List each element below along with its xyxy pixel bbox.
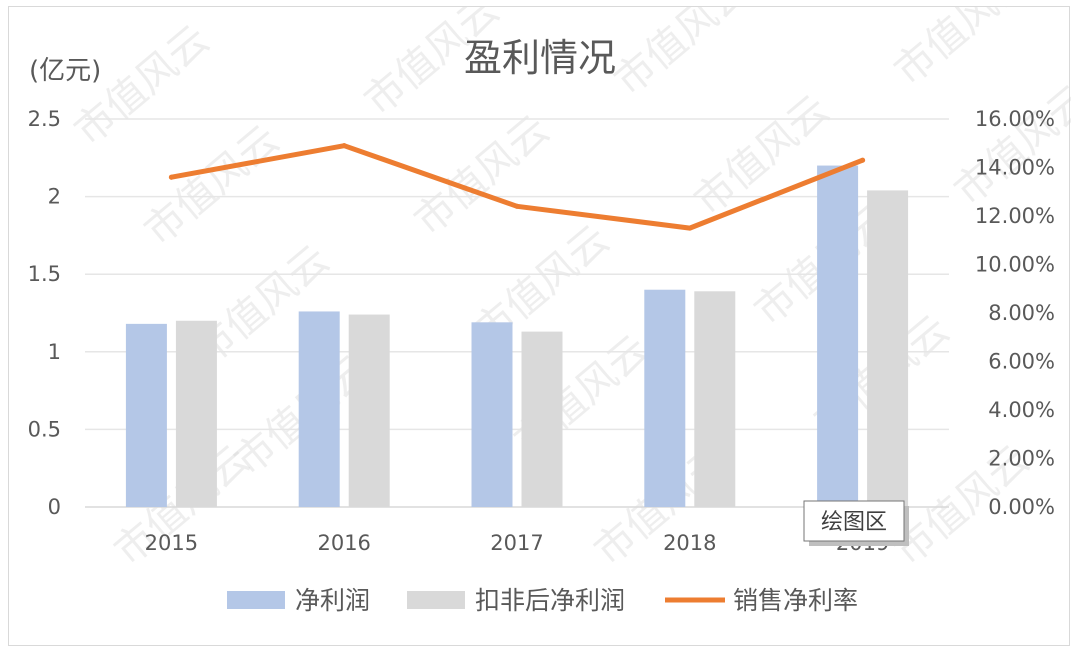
tooltip-text: 绘图区 xyxy=(821,510,887,535)
bar-net-profit[interactable] xyxy=(471,322,513,507)
net-margin-point[interactable] xyxy=(860,157,866,163)
chart-title: 盈利情况 xyxy=(464,36,616,80)
y-left-tick-label: 2.5 xyxy=(28,107,61,131)
watermark-text: 市值风云 xyxy=(606,7,758,105)
watermark-text: 市值风云 xyxy=(686,87,838,225)
y-right-tick-label: 8.00% xyxy=(988,301,1055,325)
watermark-text: 市值风云 xyxy=(136,117,288,255)
right-axis-ticks: 0.00% 2.00% 4.00% 6.00% 8.00% 10.00% 12.00% 14.… xyxy=(975,107,1055,519)
legend-swatch xyxy=(407,591,465,609)
watermark-text: 市值风云 xyxy=(946,77,1071,215)
plot-area-tooltip: 绘图区 xyxy=(803,500,909,546)
bar-deducted-net-profit[interactable] xyxy=(348,314,390,507)
left-axis-ticks: 0 0.5 1 1.5 2 2.5 xyxy=(28,107,61,519)
bar-deducted-net-profit[interactable] xyxy=(867,190,909,507)
y-right-tick-label: 4.00% xyxy=(988,398,1055,422)
y-right-tick-label: 16.00% xyxy=(975,107,1055,131)
x-tick-label: 2018 xyxy=(663,531,716,555)
legend-swatch xyxy=(227,591,285,609)
bar-net-profit[interactable] xyxy=(644,289,686,507)
bar-deducted-net-profit[interactable] xyxy=(521,331,563,507)
bar-net-profit[interactable] xyxy=(298,311,340,507)
x-tick-label: 2015 xyxy=(145,531,198,555)
bar-layer xyxy=(125,165,909,507)
y-left-tick-label: 0.5 xyxy=(28,417,61,441)
bar-net-profit[interactable] xyxy=(125,323,167,507)
gridlines xyxy=(85,118,949,508)
net-margin-point[interactable] xyxy=(514,203,520,209)
net-margin-point[interactable] xyxy=(687,225,693,231)
y-left-tick-label: 0 xyxy=(48,495,61,519)
bar-deducted-net-profit[interactable] xyxy=(175,320,217,507)
y-left-tick-label: 1 xyxy=(48,340,61,364)
y-left-tick-label: 1.5 xyxy=(28,262,61,286)
watermark-text: 市值风云 xyxy=(886,7,1038,95)
legend-label: 净利润 xyxy=(295,586,370,615)
net-margin-point[interactable] xyxy=(341,143,347,149)
bar-deducted-net-profit[interactable] xyxy=(694,291,736,507)
x-tick-label: 2016 xyxy=(317,531,370,555)
y-axis-unit-label: (亿元) xyxy=(29,56,101,86)
y-right-tick-label: 14.00% xyxy=(975,156,1055,180)
net-margin-point[interactable] xyxy=(168,174,174,180)
line-layer xyxy=(168,143,866,231)
bar-net-profit[interactable] xyxy=(817,165,859,507)
tooltip-box xyxy=(803,500,905,542)
legend-label: 销售净利率 xyxy=(733,586,858,615)
x-tick-label: 2017 xyxy=(490,531,543,555)
y-right-tick-label: 10.00% xyxy=(975,253,1055,277)
chart-frame: 市值风云 市值风云 市值风云 市值风云 市值风云 市值风云 市值风云 市值风云 市值风云 市值风云… xyxy=(8,6,1071,646)
y-right-tick-label: 2.00% xyxy=(988,447,1055,471)
y-right-tick-label: 12.00% xyxy=(975,204,1055,228)
x-axis-ticks: 20152016201720182019 xyxy=(145,531,890,555)
y-left-tick-label: 2 xyxy=(48,185,61,209)
legend[interactable]: 净利润 扣非后净利润 销售净利率 xyxy=(227,586,858,615)
y-right-tick-label: 6.00% xyxy=(988,350,1055,374)
y-right-tick-label: 0.00% xyxy=(988,495,1055,519)
legend-label: 扣非后净利润 xyxy=(475,586,625,615)
